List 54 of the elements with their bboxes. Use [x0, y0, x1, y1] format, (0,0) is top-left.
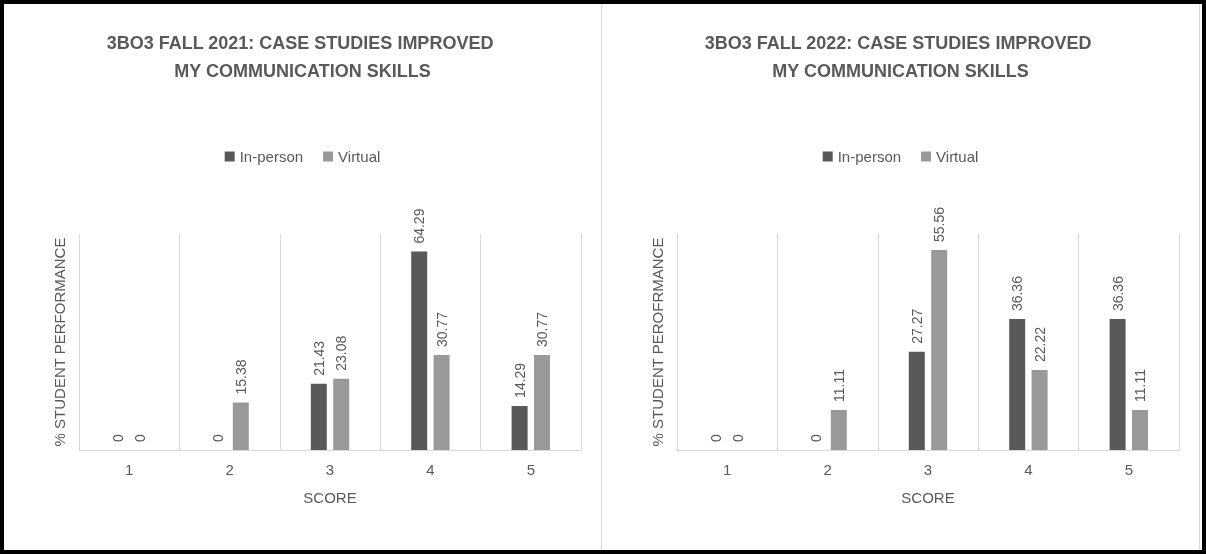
- data-label: 23.08: [333, 335, 350, 371]
- data-label: 36.36: [1109, 275, 1126, 312]
- bar: [1132, 410, 1148, 450]
- x-tick-label: 1: [723, 461, 732, 478]
- x-axis-title: SCORE: [901, 489, 955, 506]
- y-axis-title: % STUDENT PEROFRMANCE: [649, 237, 666, 447]
- data-label: 36.36: [1009, 275, 1026, 312]
- legend-label: Virtual: [338, 148, 381, 165]
- x-tick-label: 2: [225, 461, 234, 478]
- bar: [1031, 370, 1048, 450]
- bar: [830, 410, 847, 450]
- data-label: 21.43: [310, 340, 327, 376]
- data-label: 30.77: [433, 311, 450, 348]
- legend-label: In-person: [239, 148, 304, 165]
- x-tick-label: 4: [1024, 461, 1033, 478]
- bar: [534, 355, 550, 450]
- bar: [908, 351, 925, 450]
- x-axis-title: SCORE: [303, 489, 357, 506]
- bar: [333, 378, 350, 450]
- data-label: 64.29: [411, 208, 428, 244]
- data-label: 22.22: [1031, 326, 1048, 363]
- data-label: 14.29: [511, 362, 528, 398]
- legend-label: Virtual: [936, 148, 979, 165]
- data-label: 15.38: [232, 359, 249, 395]
- data-label: 30.77: [534, 311, 550, 348]
- data-label: 0: [210, 434, 227, 442]
- x-tick-label: 3: [923, 461, 933, 478]
- data-label: 0: [110, 434, 126, 442]
- bar: [232, 402, 249, 450]
- chart-title: 3BO3 FALL 2021: CASE STUDIES IMPROVED MY COMMUNICATION SKILLS: [106, 33, 499, 81]
- bar: [310, 383, 327, 450]
- x-tick-label: 2: [823, 461, 832, 478]
- data-label: 11.11: [1132, 368, 1148, 402]
- data-label: 27.27: [908, 308, 925, 344]
- x-tick-label: 5: [526, 461, 535, 478]
- bar: [411, 251, 428, 450]
- chart-title: 3BO3 FALL 2022: CASE STUDIES IMPROVED MY COMMUNICATION SKILLS: [704, 33, 1097, 81]
- data-label: 0: [808, 434, 825, 442]
- x-tick-label: 5: [1124, 461, 1133, 478]
- data-label: 11.11: [830, 368, 847, 402]
- bar: [511, 405, 528, 450]
- y-axis-title: % STUDENT PERFORMANCE: [51, 237, 68, 447]
- bar: [433, 355, 450, 450]
- bar: [1109, 319, 1126, 450]
- data-label: 0: [730, 434, 747, 442]
- x-tick-label: 4: [426, 461, 435, 478]
- bar: [931, 249, 948, 450]
- data-label: 0: [708, 434, 724, 442]
- data-label: 55.56: [931, 206, 948, 242]
- x-tick-label: 1: [125, 461, 134, 478]
- x-tick-label: 3: [325, 461, 335, 478]
- data-label: 0: [132, 434, 149, 442]
- bar: [1009, 319, 1026, 450]
- legend-label: In-person: [837, 148, 902, 165]
